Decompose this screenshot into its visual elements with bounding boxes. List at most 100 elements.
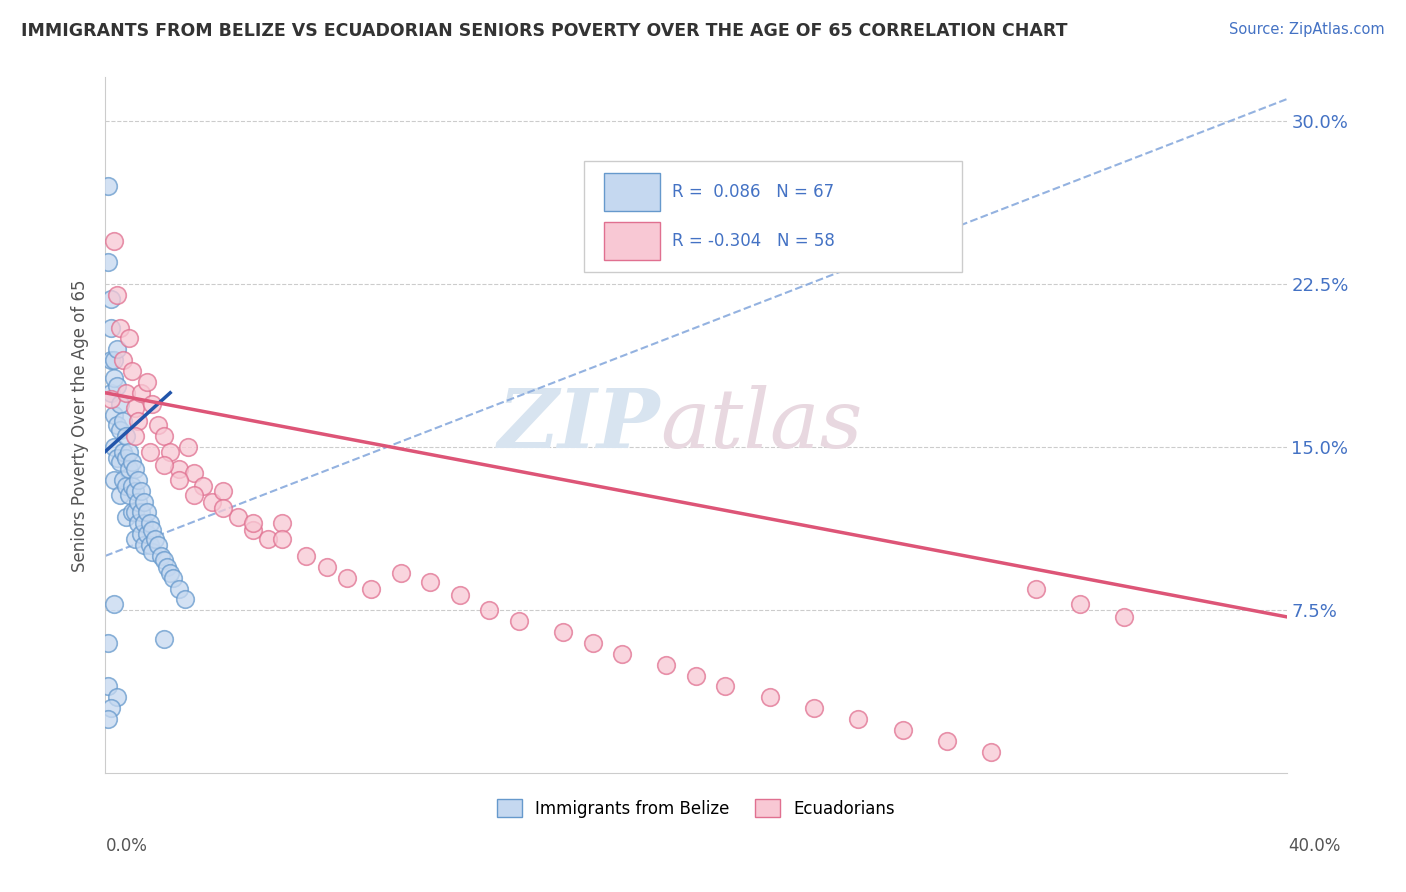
Point bbox=[174, 592, 197, 607]
Point bbox=[100, 385, 122, 400]
Point bbox=[111, 473, 134, 487]
Point bbox=[141, 523, 163, 537]
Point bbox=[105, 343, 128, 357]
Point bbox=[389, 566, 412, 581]
Point bbox=[191, 479, 214, 493]
Point bbox=[100, 293, 122, 307]
Point bbox=[103, 597, 125, 611]
Point bbox=[97, 179, 120, 194]
Point bbox=[121, 364, 143, 378]
Point bbox=[1069, 597, 1091, 611]
Text: 40.0%: 40.0% bbox=[1288, 837, 1341, 855]
Text: atlas: atlas bbox=[661, 385, 863, 466]
Point bbox=[121, 455, 143, 469]
Point bbox=[162, 571, 184, 585]
Text: Source: ZipAtlas.com: Source: ZipAtlas.com bbox=[1229, 22, 1385, 37]
Point bbox=[121, 505, 143, 519]
Point bbox=[226, 509, 249, 524]
Point bbox=[103, 370, 125, 384]
Point bbox=[132, 516, 155, 531]
Point bbox=[103, 408, 125, 422]
Point bbox=[105, 379, 128, 393]
Point bbox=[108, 488, 131, 502]
Point bbox=[212, 501, 235, 516]
Point bbox=[103, 353, 125, 368]
Point bbox=[1025, 582, 1047, 596]
Point bbox=[127, 516, 149, 531]
Point bbox=[153, 429, 176, 443]
Point bbox=[159, 444, 181, 458]
Point bbox=[100, 701, 122, 715]
Point bbox=[115, 429, 138, 443]
Point bbox=[159, 566, 181, 581]
FancyBboxPatch shape bbox=[603, 173, 661, 211]
Point bbox=[105, 418, 128, 433]
Point bbox=[685, 668, 707, 682]
Point bbox=[271, 516, 294, 531]
Point bbox=[271, 532, 294, 546]
Point bbox=[141, 544, 163, 558]
Point bbox=[336, 571, 359, 585]
Point bbox=[655, 657, 678, 672]
Point bbox=[242, 523, 264, 537]
Point bbox=[108, 320, 131, 334]
Point bbox=[212, 483, 235, 498]
Point bbox=[242, 516, 264, 531]
Point bbox=[118, 444, 141, 458]
Point bbox=[980, 745, 1002, 759]
Text: R =  0.086   N = 67: R = 0.086 N = 67 bbox=[672, 183, 834, 201]
Y-axis label: Seniors Poverty Over the Age of 65: Seniors Poverty Over the Age of 65 bbox=[72, 279, 89, 572]
Point bbox=[132, 538, 155, 552]
Point bbox=[97, 255, 120, 269]
Point bbox=[127, 494, 149, 508]
Point bbox=[124, 505, 146, 519]
Point bbox=[551, 625, 574, 640]
FancyBboxPatch shape bbox=[583, 161, 962, 272]
Point bbox=[138, 538, 160, 552]
Point bbox=[177, 440, 200, 454]
Point bbox=[153, 553, 176, 567]
Point bbox=[124, 401, 146, 415]
Point bbox=[803, 701, 825, 715]
Point bbox=[124, 429, 146, 443]
Point bbox=[115, 509, 138, 524]
Point bbox=[183, 488, 205, 502]
Point bbox=[138, 444, 160, 458]
Point bbox=[111, 414, 134, 428]
Point bbox=[135, 375, 157, 389]
Point bbox=[167, 582, 190, 596]
Point bbox=[156, 559, 179, 574]
Point bbox=[256, 532, 278, 546]
Point bbox=[100, 392, 122, 407]
Point bbox=[100, 353, 122, 368]
Point bbox=[97, 636, 120, 650]
Point bbox=[97, 712, 120, 726]
Point bbox=[115, 479, 138, 493]
Point bbox=[141, 397, 163, 411]
Point bbox=[111, 444, 134, 458]
Point bbox=[758, 690, 780, 705]
Point bbox=[103, 440, 125, 454]
Point bbox=[153, 458, 176, 472]
Point bbox=[449, 588, 471, 602]
Point bbox=[315, 559, 337, 574]
Point bbox=[478, 603, 501, 617]
Point bbox=[419, 575, 441, 590]
Point bbox=[135, 527, 157, 541]
Point bbox=[714, 680, 737, 694]
Point bbox=[105, 288, 128, 302]
Point bbox=[167, 473, 190, 487]
Point bbox=[124, 532, 146, 546]
Point bbox=[846, 712, 869, 726]
Text: R = -0.304   N = 58: R = -0.304 N = 58 bbox=[672, 232, 835, 251]
Point bbox=[115, 451, 138, 466]
Point bbox=[97, 680, 120, 694]
Point bbox=[118, 462, 141, 476]
Point bbox=[108, 397, 131, 411]
Point bbox=[103, 234, 125, 248]
Point bbox=[105, 451, 128, 466]
Point bbox=[360, 582, 382, 596]
Point bbox=[108, 423, 131, 437]
Point bbox=[108, 455, 131, 469]
Point bbox=[129, 505, 152, 519]
